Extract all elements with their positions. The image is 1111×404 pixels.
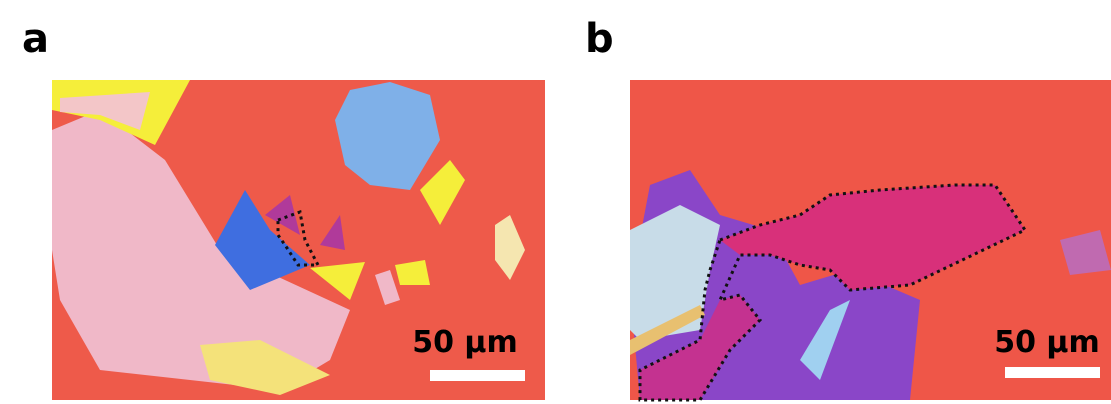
scale-bar-label: 50 µm [412, 325, 518, 360]
figure: a 50 µm b 50 µm [0, 0, 1111, 404]
scale-bar-label: 50 µm [994, 325, 1100, 360]
panel-label: b [585, 16, 614, 62]
scale-bar [1005, 367, 1100, 378]
scale-bar [430, 370, 525, 381]
panel-label: a [22, 16, 49, 62]
